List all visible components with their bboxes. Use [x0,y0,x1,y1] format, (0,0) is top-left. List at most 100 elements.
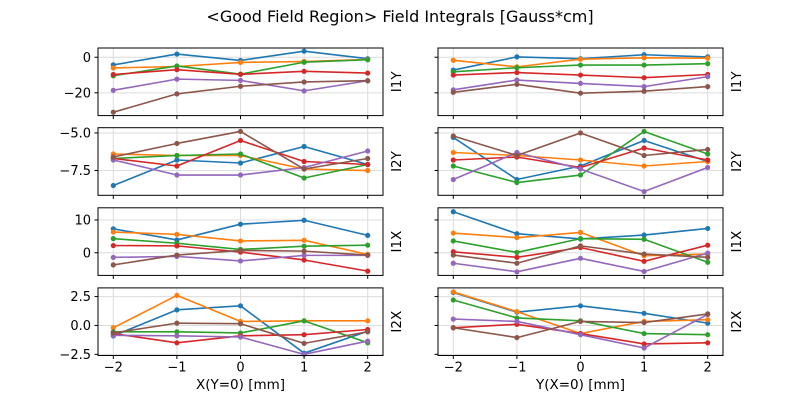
data-point-marker [301,237,307,243]
data-point-marker [641,163,647,169]
data-point-marker [514,334,520,341]
data-point-marker [705,146,711,153]
data-point-marker [705,164,711,171]
data-point-marker [365,70,371,76]
data-point-marker [365,318,371,324]
data-point-marker [301,332,307,338]
axes-frame [97,127,384,196]
data-point-marker [174,252,180,258]
data-point-marker [450,133,456,139]
x-tick-label: 1 [640,361,648,376]
data-point-marker [705,61,711,67]
subplot-I1X-right: I1X [434,207,745,279]
data-point-marker [110,330,116,336]
data-point-marker [301,175,307,181]
y-tick-label: 2.5 [70,290,91,305]
data-point-marker [450,209,456,215]
data-point-marker [301,68,307,74]
data-point-marker [641,188,647,195]
data-point-marker [301,158,307,165]
subplot-I2X-left: −2 −1 0 1 2 2.5 0.0 −2.5 X(Y=0) [mm] I2X [59,287,405,393]
data-point-marker [174,231,180,237]
data-point-marker [174,91,180,97]
data-point-marker [514,69,520,76]
data-point-marker [577,157,584,163]
data-point-marker [301,48,307,54]
data-point-marker [450,316,456,322]
subplot-I1X-left: 10 0 I1X [74,207,405,279]
data-point-marker [641,268,647,275]
data-point-marker [577,130,584,136]
data-point-marker [577,80,584,87]
data-point-marker [641,128,647,135]
y-tick-label: 0 [83,246,91,261]
x-tick-label: −1 [507,361,526,376]
data-point-marker [641,75,647,81]
y-tick-label: −7.5 [59,164,91,179]
data-point-marker [450,297,456,303]
data-point-marker [641,88,647,94]
data-point-marker [174,333,180,339]
data-point-marker [365,232,371,238]
row-label: I1Y [389,71,405,93]
data-point-marker [514,269,520,275]
row-label: I1X [389,231,405,253]
data-point-marker [641,251,647,257]
data-point-marker [641,84,647,90]
data-point-marker [174,63,180,69]
data-point-marker [365,78,371,84]
data-point-marker [365,155,371,162]
data-point-marker [641,145,647,151]
data-point-marker [237,137,244,144]
data-point-marker [301,143,307,150]
data-point-marker [577,332,584,338]
data-point-marker [301,79,307,85]
data-point-marker [577,255,584,261]
data-point-marker [514,179,520,186]
y-tick-label: −5.0 [59,126,91,141]
data-point-marker [514,260,520,266]
x-tick-label: 0 [576,361,584,376]
data-point-marker [705,317,711,323]
data-point-marker [110,242,116,249]
data-point-marker [174,292,180,299]
data-point-marker [237,128,244,135]
data-point-marker [174,76,180,82]
x-tick-label: 2 [364,361,372,376]
data-point-marker [641,137,647,144]
data-point-marker [641,152,647,159]
data-point-marker [450,72,456,78]
data-point-marker [110,154,116,160]
data-point-marker [174,329,180,335]
data-point-marker [365,252,371,258]
data-point-marker [577,166,584,172]
data-point-marker [174,172,180,178]
data-point-marker [641,319,647,326]
data-point-marker [174,51,180,57]
data-point-marker [577,303,584,309]
data-point-marker [110,254,116,260]
data-point-marker [301,248,307,254]
data-point-marker [365,329,371,335]
data-point-marker [514,249,520,256]
data-point-marker [237,238,244,244]
data-point-marker [641,330,647,337]
subplot-I2Y-left: −5.0 −7.5 I2Y [59,126,405,199]
data-point-marker [301,257,307,263]
data-point-marker [514,254,520,260]
data-point-marker [237,334,244,340]
data-point-marker [110,236,116,242]
data-point-marker [110,325,116,331]
data-point-marker [450,163,456,169]
subplot-I1Y-left: 0 −20 I1Y [64,47,405,120]
data-point-marker [705,340,711,346]
row-label: I2X [389,311,405,333]
data-point-marker [365,167,371,174]
subplot-I2X-right: −2 −1 0 1 2 Y(X=0) [mm] I2X [434,287,745,393]
data-point-marker [237,247,244,254]
data-point-marker [450,289,456,295]
data-point-marker [705,55,711,61]
data-point-marker [110,229,116,235]
data-point-marker [174,243,180,249]
data-point-marker [301,340,307,346]
